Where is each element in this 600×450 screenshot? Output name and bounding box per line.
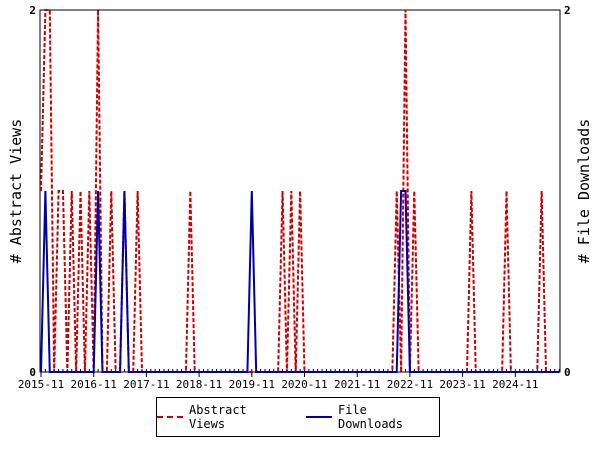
x-tick-label: 2017-11 bbox=[123, 378, 169, 391]
x-tick-label: 2019-11 bbox=[229, 378, 275, 391]
x-tick-label: 2021-11 bbox=[334, 378, 380, 391]
legend-label-abstract-views: Abstract Views bbox=[188, 403, 247, 431]
x-tick-label: 2023-11 bbox=[439, 378, 485, 391]
legend-label-file-downloads: File Downloads bbox=[337, 403, 403, 431]
legend-item-file-downloads: File Downloads bbox=[306, 403, 439, 431]
y-left-tick-max: 2 bbox=[29, 4, 36, 17]
x-tick-label: 2022-11 bbox=[387, 378, 433, 391]
x-tick-label: 2015-11 bbox=[18, 378, 64, 391]
series-line-file-downloads bbox=[40, 190, 560, 373]
y-right-tick-min: 0 bbox=[564, 366, 571, 379]
x-tick-label: 2018-11 bbox=[176, 378, 222, 391]
y-right-axis-title: # File Downloads bbox=[575, 119, 593, 264]
series-layer bbox=[40, 9, 560, 373]
x-tick-label: 2020-11 bbox=[281, 378, 327, 391]
y-axis-left: 2 0 bbox=[29, 4, 36, 379]
legend: Abstract Views File Downloads bbox=[156, 397, 440, 437]
legend-swatch-file-downloads bbox=[306, 416, 332, 418]
y-right-tick-max: 2 bbox=[564, 4, 571, 17]
y-left-axis-title: # Abstract Views bbox=[7, 119, 25, 264]
y-axis-right: 2 0 bbox=[564, 4, 571, 379]
x-axis: 2015-11 2016-11 2017-11 2018-11 2019-11 2020-… bbox=[18, 372, 538, 391]
legend-item-abstract-views: Abstract Views bbox=[157, 403, 290, 431]
plot-area bbox=[39, 9, 561, 373]
legend-swatch-abstract-views bbox=[157, 416, 183, 418]
x-tick-label: 2016-11 bbox=[71, 378, 117, 391]
x-tick-label: 2024-11 bbox=[492, 378, 538, 391]
y-left-tick-min: 0 bbox=[29, 366, 36, 379]
